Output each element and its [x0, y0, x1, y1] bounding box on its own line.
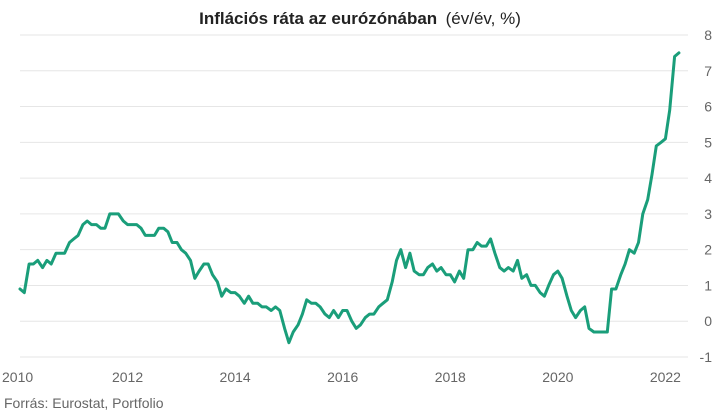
chart-title-unit: (év/év, %) — [446, 9, 521, 28]
plot-area — [18, 51, 681, 345]
chart-title-main: Inflációs ráta az eurózónában — [199, 9, 437, 28]
x-tick-label: 2016 — [327, 369, 358, 385]
grid-lines — [20, 34, 688, 358]
x-tick-label: 2014 — [220, 369, 251, 385]
y-tick-label: 4 — [704, 170, 712, 186]
y-tick-label: 6 — [704, 99, 712, 115]
x-tick-label: 2012 — [112, 369, 143, 385]
y-tick-label: 8 — [704, 27, 712, 43]
y-tick-label: 0 — [704, 313, 712, 329]
x-tick-label: 2022 — [650, 369, 681, 385]
x-axis: 2010 2012 2014 2016 2018 2020 2022 — [2, 369, 681, 385]
series-line-inflation — [18, 51, 681, 345]
chart-title: Inflációs ráta az eurózónában (év/év, %) — [199, 9, 521, 28]
x-tick-label: 2010 — [2, 369, 33, 385]
y-tick-label: 1 — [704, 277, 712, 293]
source-note: Forrás: Eurostat, Portfolio — [4, 395, 164, 411]
y-tick-label: 7 — [704, 63, 712, 79]
y-tick-label: 3 — [704, 206, 712, 222]
y-tick-label: -1 — [700, 349, 713, 365]
y-tick-label: 5 — [704, 134, 712, 150]
y-axis: -1 0 1 2 3 4 5 6 7 8 — [700, 27, 713, 365]
y-tick-label: 2 — [704, 242, 712, 258]
x-tick-label: 2020 — [542, 369, 573, 385]
x-tick-label: 2018 — [435, 369, 466, 385]
